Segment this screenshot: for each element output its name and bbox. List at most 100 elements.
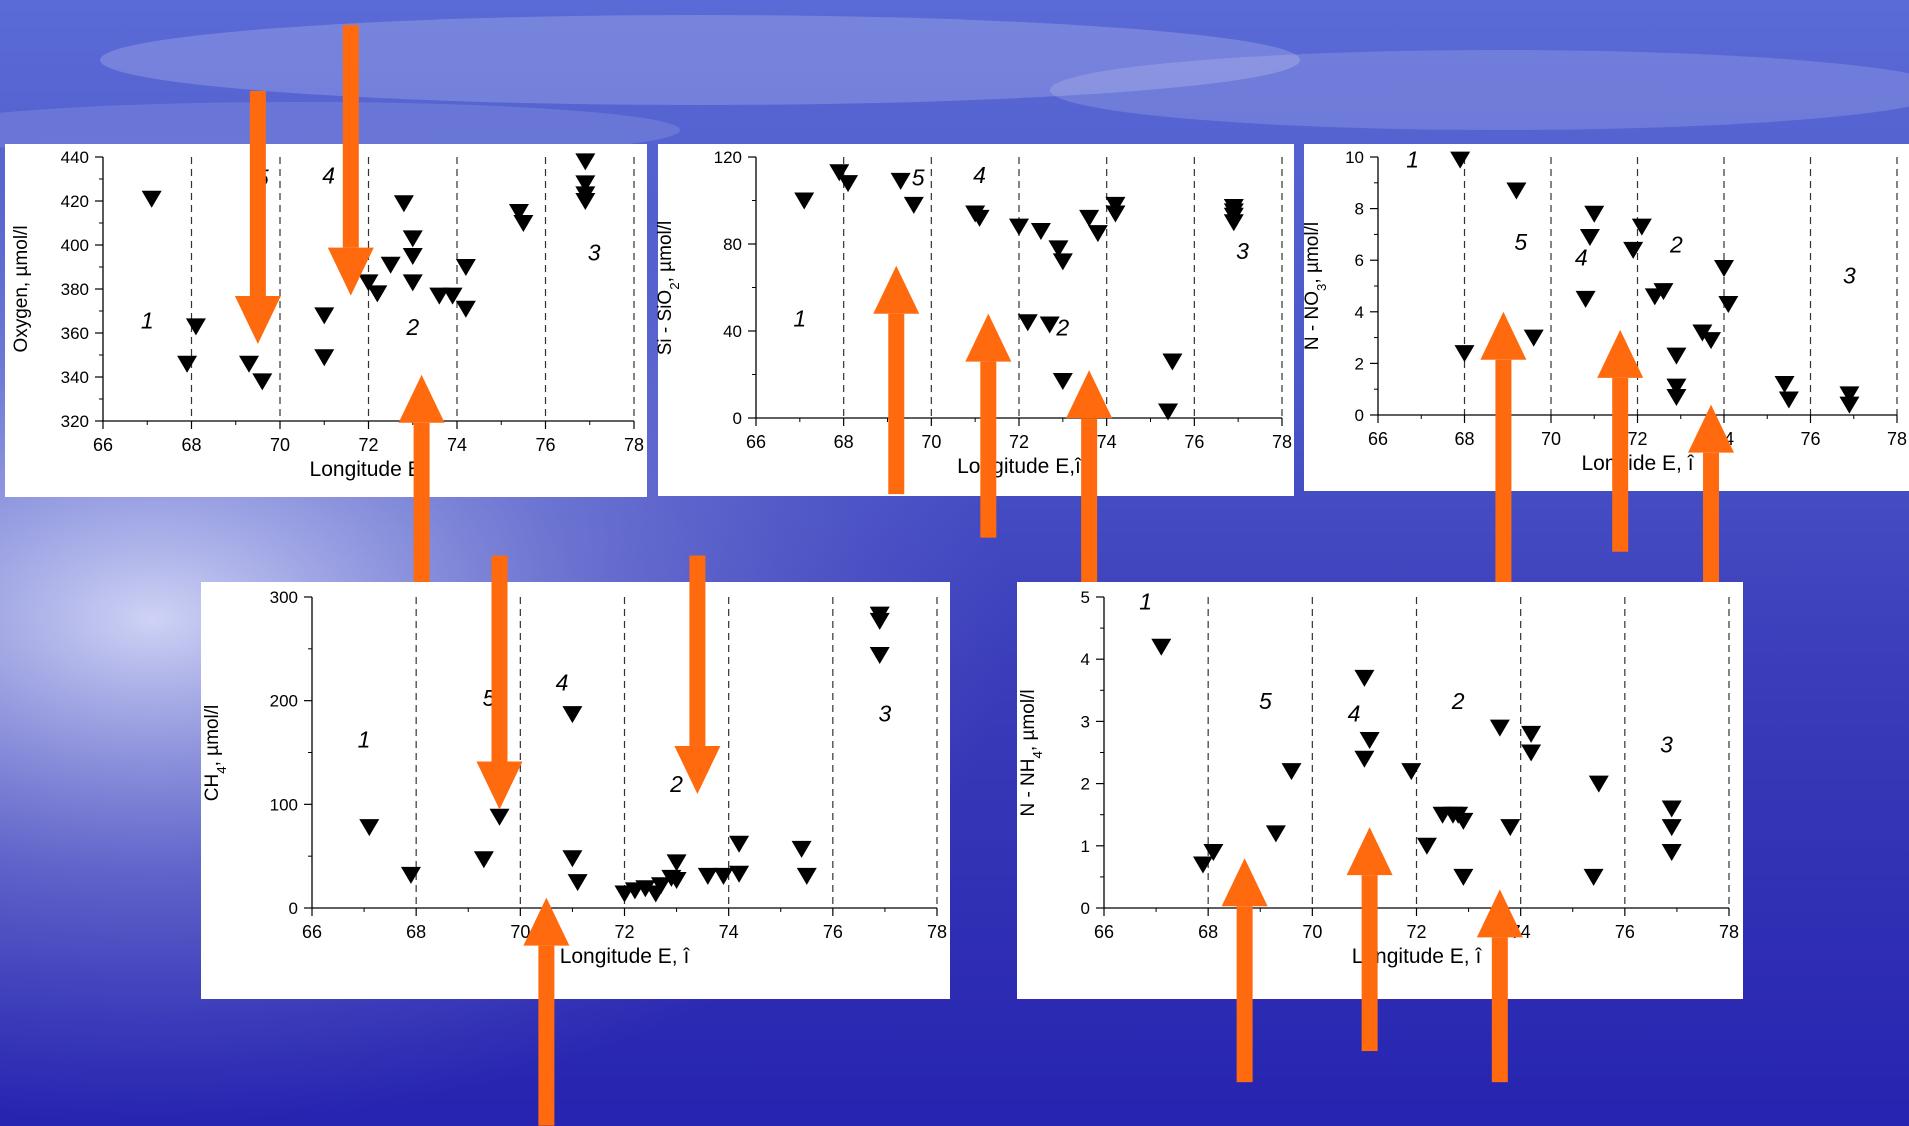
x-tick-label: 78 (927, 922, 947, 942)
zone-label: 1 (1406, 146, 1419, 172)
y-tick-label: 0 (733, 409, 742, 428)
zone-label: 1 (141, 308, 154, 334)
y-tick-label: 40 (723, 322, 742, 341)
x-tick-label: 68 (1454, 429, 1474, 449)
y-tick-label: 4 (1081, 650, 1090, 669)
zone-label: 2 (1669, 231, 1683, 257)
orange-arrow-shaft (1612, 378, 1628, 552)
y-tick-label: 100 (270, 795, 298, 814)
y-tick-label: 380 (61, 280, 89, 299)
x-tick-label: 72 (1009, 432, 1029, 452)
zone-label: 3 (588, 239, 601, 265)
orange-arrow-shaft (689, 556, 705, 746)
x-tick-label: 66 (746, 432, 766, 452)
x-tick-label: 76 (823, 922, 843, 942)
y-tick-label: 440 (61, 148, 89, 167)
y-tick-label: 200 (270, 692, 298, 711)
x-tick-label: 78 (624, 435, 644, 455)
x-tick-label: 66 (1094, 922, 1114, 942)
x-tick-label: 76 (1800, 429, 1820, 449)
zone-label: 4 (556, 669, 569, 695)
y-axis-label: Oxygen, µmol/l (11, 225, 32, 352)
x-tick-label: 74 (1097, 432, 1117, 452)
orange-arrow-shaft (1495, 360, 1511, 585)
y-tick-label: 8 (1355, 200, 1364, 219)
orange-arrow-shaft (492, 556, 508, 762)
x-tick-label: 66 (302, 922, 322, 942)
y-tick-label: 10 (1345, 148, 1364, 167)
y-tick-label: 360 (61, 324, 89, 343)
y-tick-label: 80 (723, 235, 742, 254)
y-tick-label: 0 (1081, 899, 1090, 918)
zone-label: 5 (912, 164, 925, 190)
orange-arrow-shaft (1237, 906, 1253, 1082)
x-tick-label: 78 (1272, 432, 1292, 452)
y-tick-label: 300 (270, 588, 298, 607)
x-tick-label: 76 (1184, 432, 1204, 452)
y-tick-label: 2 (1355, 354, 1364, 373)
x-tick-label: 66 (93, 435, 113, 455)
orange-arrow-shaft (1362, 875, 1378, 1051)
orange-arrow-shaft (538, 946, 554, 1126)
x-axis-label: Longitude E,î (957, 455, 1082, 478)
y-tick-label: 420 (61, 192, 89, 211)
orange-arrow-shaft (980, 362, 996, 538)
x-tick-label: 68 (406, 922, 426, 942)
orange-arrow-shaft (888, 314, 904, 494)
orange-arrow-shaft (1492, 937, 1508, 1082)
y-tick-label: 400 (61, 236, 89, 255)
zone-label: 4 (322, 162, 335, 188)
y-tick-label: 340 (61, 368, 89, 387)
x-axis-label: Longitude E, (310, 458, 428, 481)
chart-nitrate: 666870727476780246810Longide E, îN - NO3… (1302, 144, 1909, 624)
zone-label: 4 (1575, 244, 1588, 270)
x-tick-label: 78 (1719, 922, 1739, 942)
x-tick-label: 72 (358, 435, 378, 455)
y-tick-label: 3 (1081, 712, 1090, 731)
x-tick-label: 70 (270, 435, 290, 455)
x-tick-label: 72 (1627, 429, 1647, 449)
zone-label: 5 (1259, 688, 1272, 714)
x-tick-label: 68 (834, 432, 854, 452)
x-tick-label: 68 (181, 435, 201, 455)
zone-label: 4 (973, 162, 986, 188)
zone-label: 4 (1348, 700, 1361, 726)
x-tick-label: 70 (1541, 429, 1561, 449)
y-tick-label: 6 (1355, 251, 1364, 270)
chart-oxygen: 66 68 70 72 74 76 78 320 340 360 380 400 420 440 Longi… (5, 25, 647, 597)
zone-label: 2 (1451, 688, 1465, 714)
zone-label: 3 (1660, 732, 1673, 758)
y-tick-label: 0 (1355, 406, 1364, 425)
x-tick-label: 70 (921, 432, 941, 452)
zone-label: 3 (879, 700, 892, 726)
y-tick-label: 1 (1081, 837, 1090, 856)
chart-silica: 66 68 70 72 74 76 7804080120Longitude E,îSi - … (655, 144, 1294, 603)
orange-arrow-shaft (250, 91, 266, 296)
orange-arrow-shaft (414, 423, 430, 597)
zone-label: 2 (669, 771, 683, 797)
x-tick-label: 76 (1615, 922, 1635, 942)
zone-label: 1 (1139, 588, 1152, 614)
x-tick-label: 74 (719, 922, 739, 942)
x-tick-label: 72 (614, 922, 634, 942)
x-tick-label: 74 (447, 435, 467, 455)
x-tick-label: 70 (1302, 922, 1322, 942)
x-axis-label: Longitude E, î (560, 945, 691, 968)
y-tick-label: 0 (289, 899, 298, 918)
orange-arrow-shaft (343, 25, 359, 248)
y-tick-label: 4 (1355, 303, 1364, 322)
zone-label: 1 (793, 306, 806, 332)
zone-label: 1 (358, 726, 371, 752)
zone-label: 3 (1236, 238, 1249, 264)
x-tick-label: 72 (1406, 922, 1426, 942)
zone-label: 2 (405, 314, 419, 340)
y-tick-label: 320 (61, 412, 89, 431)
x-tick-label: 66 (1368, 429, 1388, 449)
x-tick-label: 76 (535, 435, 555, 455)
x-tick-label: 68 (1198, 922, 1218, 942)
y-tick-label: 120 (714, 148, 742, 167)
zone-label: 5 (1514, 229, 1527, 255)
chart-ammonium: 66 68 70 72 74 76 78012345Longitude E, îN - NH… (1017, 582, 1743, 1082)
